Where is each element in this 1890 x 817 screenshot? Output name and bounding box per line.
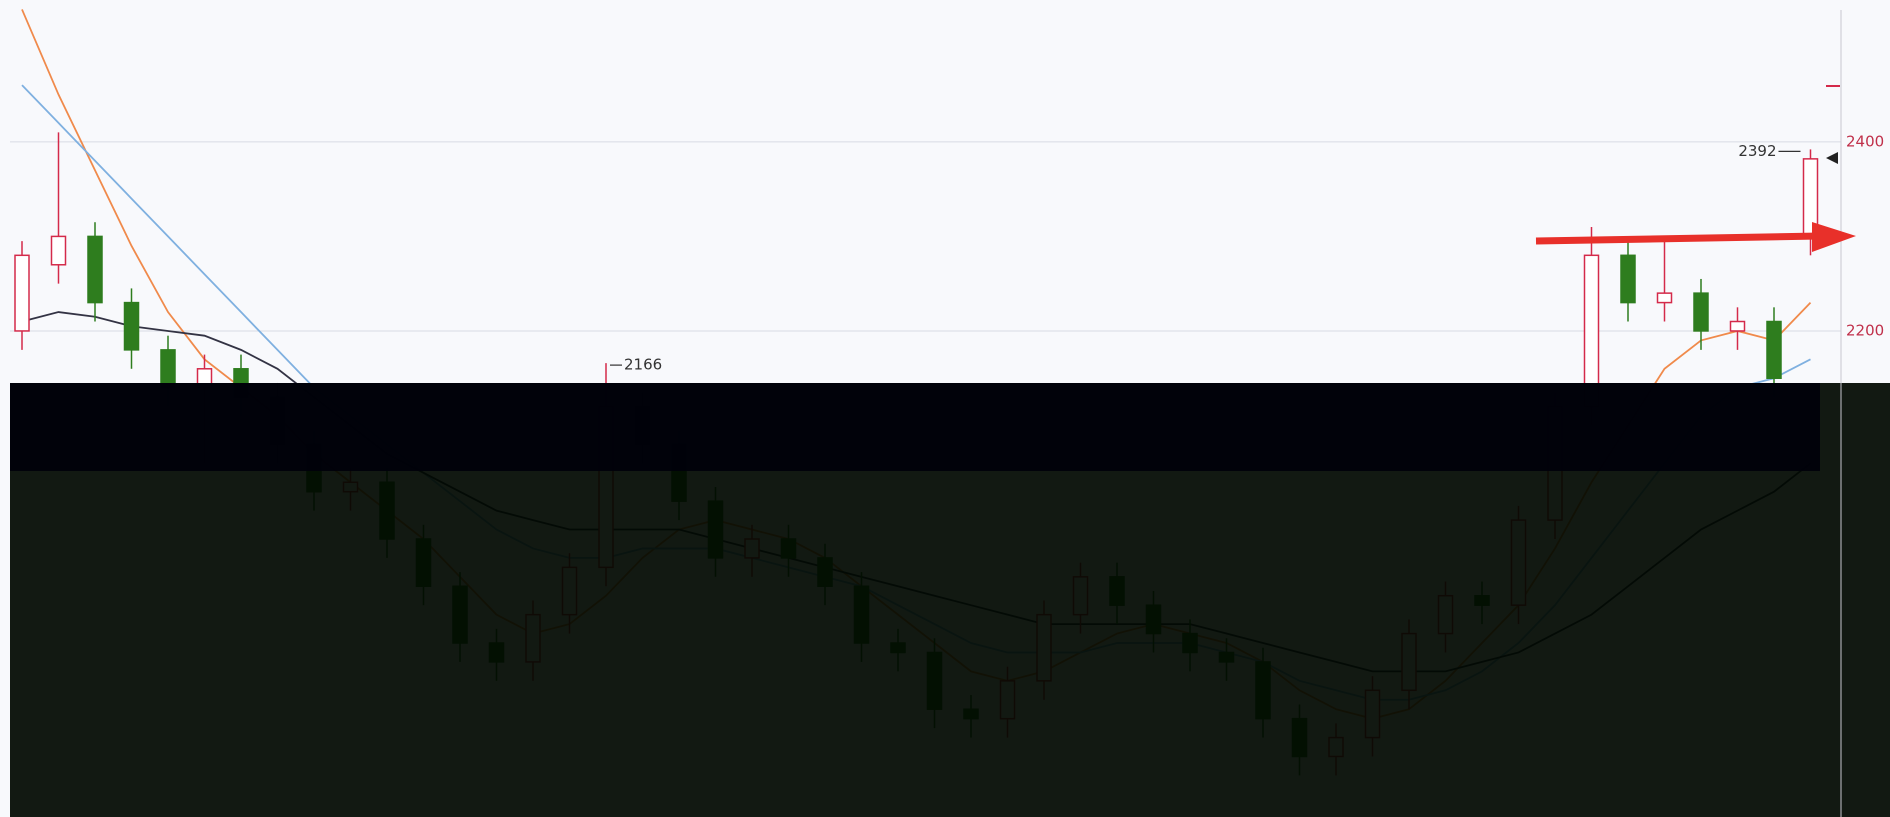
candle-body [14,254,30,332]
annotation: 2166 [624,356,662,374]
candle-body [50,235,67,266]
red-arrow [1535,222,1856,252]
arrow-shaft [1535,232,1821,245]
labels: 2200 2400 2392 2166 [610,132,1884,374]
candle-body [87,235,103,304]
candle-body [1729,320,1746,332]
y-tick-label: 2400 [1846,132,1884,150]
price-pointer [1826,152,1838,164]
candle-body [160,349,176,389]
candle-body [1766,320,1782,379]
candle-body [123,301,140,351]
candle-body [1656,292,1673,304]
grid [10,141,1841,332]
annotation: 2392 [1738,142,1776,160]
overlay-band [10,383,1820,471]
arrow-head [1812,222,1856,252]
candle-body [1620,254,1636,304]
candle-body [1693,292,1709,332]
y-tick-label: 2200 [1846,321,1884,339]
